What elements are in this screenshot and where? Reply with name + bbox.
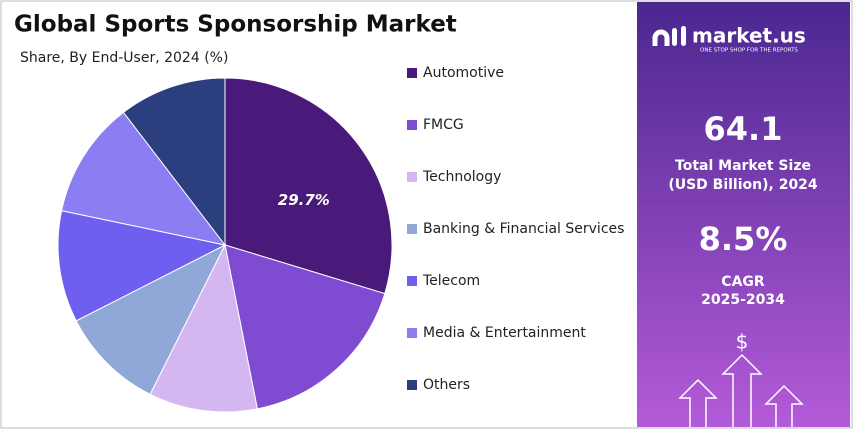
legend-label: Telecom: [422, 273, 480, 289]
legend-swatch: [407, 172, 417, 182]
pie-slice: [149, 243, 258, 413]
pie-slice: [122, 77, 226, 247]
legend-swatch: [407, 224, 417, 234]
cagr: 8.5%: [699, 220, 788, 258]
chart-subtitle: Share, By End-User, 2024 (%): [20, 50, 228, 66]
legend-swatch: [407, 328, 417, 338]
market-size-label: Total Market Size: [675, 158, 811, 174]
pie: 29.7%: [57, 77, 393, 413]
legend-label: Technology: [422, 169, 501, 185]
arrows-icon: $: [678, 330, 804, 427]
pie-slice: [75, 243, 227, 395]
data-label: 29.7%: [278, 191, 330, 209]
legend-label: Automotive: [423, 65, 504, 81]
legend-label: Others: [423, 377, 470, 393]
chart-title: Global Sports Sponsorship Market: [14, 12, 457, 38]
legend-label: Media & Entertainment: [423, 325, 586, 341]
legend-swatch: [407, 380, 417, 390]
legend-swatch: [407, 276, 417, 286]
pie-slice: [224, 244, 386, 410]
legend-label: FMCG: [423, 117, 464, 133]
pie-slice: [60, 111, 227, 246]
cagr-label: CAGR: [721, 274, 765, 290]
legend-swatch: [407, 68, 417, 78]
brand: market.us: [692, 24, 806, 48]
pie-slice: [57, 210, 227, 322]
legend: Automotive FMCG Technology Banking & Financ…: [407, 65, 624, 393]
logo-icon: [652, 26, 686, 46]
legend-swatch: [407, 120, 417, 130]
svg-text:$: $: [736, 330, 749, 354]
cagr-label: 2025-2034: [701, 292, 785, 308]
side-panel: [637, 2, 850, 427]
legend-label: Banking & Financial Services: [423, 221, 624, 237]
pie-slice: [224, 77, 393, 295]
market-size: 64.1: [704, 110, 783, 148]
market-size-label: (USD Billion), 2024: [668, 177, 818, 193]
tagline: ONE STOP SHOP FOR THE REPORTS: [700, 48, 798, 54]
